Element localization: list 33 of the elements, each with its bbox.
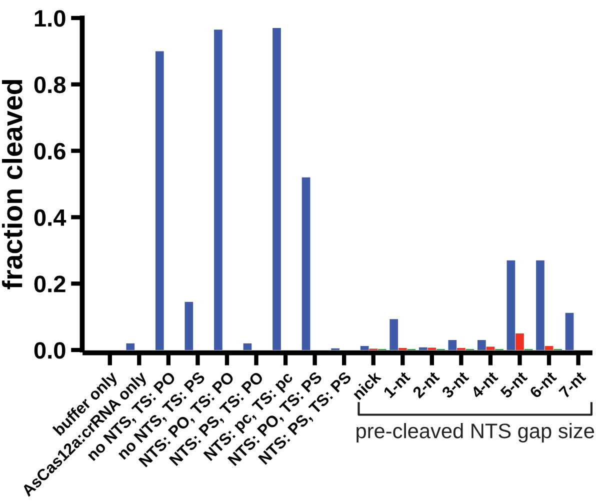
x-tick-label: 5-nt — [500, 370, 528, 399]
x-tick-label: 4-nt — [470, 370, 499, 399]
bar — [184, 302, 194, 350]
y-axis-title: fraction cleaved — [2, 80, 22, 290]
bar — [516, 333, 524, 350]
bar — [126, 343, 135, 350]
bar — [536, 260, 544, 350]
bar — [302, 177, 310, 350]
bar — [478, 340, 486, 350]
bar — [565, 312, 574, 350]
x-tick-label: 2-nt — [412, 370, 440, 399]
y-tick-label: 0.6 — [34, 142, 66, 160]
x-tick-label: 6-nt — [529, 370, 558, 399]
bar — [544, 346, 554, 350]
x-tick-label: 1-nt — [383, 370, 411, 398]
bar — [418, 347, 428, 350]
x-tick-label: 7-nt — [558, 370, 586, 399]
y-tick-label: 0.2 — [34, 276, 66, 292]
y-tick-label: 1.0 — [34, 10, 66, 27]
bar — [360, 346, 369, 350]
bar — [214, 30, 222, 350]
bar — [243, 343, 252, 350]
bar — [448, 340, 457, 350]
y-tick-label: 0.4 — [34, 209, 66, 226]
bar — [390, 319, 398, 350]
bar — [506, 260, 516, 350]
y-tick-label: 0.8 — [34, 76, 66, 94]
x-tick-label: 3-nt — [441, 370, 470, 399]
text: pre-cleaved NTS gap size — [356, 423, 594, 442]
bar — [155, 51, 164, 350]
bar — [486, 346, 495, 350]
y-tick-label: 0.0 — [34, 342, 66, 359]
bar — [272, 28, 281, 350]
